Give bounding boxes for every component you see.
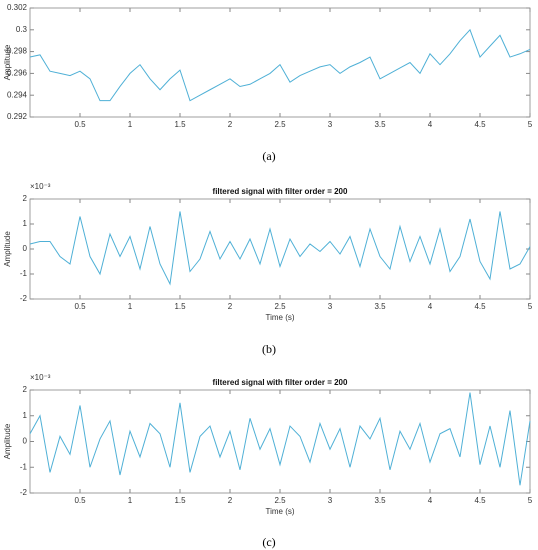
x-tick-label: 3 <box>328 496 333 505</box>
y-tick-label: 0.294 <box>7 90 28 99</box>
x-tick-label: 1 <box>128 496 133 505</box>
x-tick-label: 0.5 <box>74 120 86 129</box>
y-tick-label: 0.3 <box>16 25 28 34</box>
x-tick-label: 3 <box>328 302 333 311</box>
y-tick-label: 2 <box>23 385 28 394</box>
y-axis-label: Amplitude <box>3 231 12 267</box>
x-tick-label: 4.5 <box>474 302 486 311</box>
y-tick-label: 0.298 <box>7 47 28 56</box>
x-tick-label: 1.5 <box>174 302 186 311</box>
caption: (c) <box>262 535 275 549</box>
x-tick-label: 2.5 <box>274 496 286 505</box>
x-tick-label: 3 <box>328 120 333 129</box>
y-tick-label: 0 <box>23 437 28 446</box>
y-axis-label: Amplitude <box>3 44 12 80</box>
x-tick-label: 4 <box>428 120 433 129</box>
y-tick-label: -2 <box>20 294 28 303</box>
x-tick-label: 2 <box>228 302 233 311</box>
y-tick-label: -2 <box>20 488 28 497</box>
x-tick-label: 5 <box>528 302 533 311</box>
y-tick-label: 1 <box>23 219 28 228</box>
chart-title: filtered signal with filter order = 200 <box>213 187 348 196</box>
plot-area <box>29 7 531 118</box>
y-tick-label: -1 <box>20 462 28 471</box>
x-axis-label: Time (s) <box>265 507 294 516</box>
x-tick-label: 5 <box>528 496 533 505</box>
x-tick-label: 2.5 <box>274 120 286 129</box>
x-tick-label: 0.5 <box>74 496 86 505</box>
x-tick-label: 1 <box>128 120 133 129</box>
y-tick-label: -1 <box>20 269 28 278</box>
x-tick-label: 2.5 <box>274 302 286 311</box>
x-tick-label: 5 <box>528 120 533 129</box>
y-tick-label: 0.296 <box>7 69 28 78</box>
x-tick-label: 1.5 <box>174 120 186 129</box>
x-tick-label: 2 <box>228 120 233 129</box>
y-tick-label: 0.292 <box>7 112 28 121</box>
x-tick-label: 1.5 <box>174 496 186 505</box>
signal-line <box>29 28 531 102</box>
x-axis-label: Time (s) <box>265 313 294 322</box>
x-tick-label: 4 <box>428 302 433 311</box>
caption: (a) <box>262 149 275 163</box>
x-tick-label: 4 <box>428 496 433 505</box>
y-tick-label: 0.302 <box>7 3 28 12</box>
y-axis-label: Amplitude <box>3 423 12 459</box>
x-tick-label: 3.5 <box>374 120 386 129</box>
x-tick-label: 1 <box>128 302 133 311</box>
x-tick-label: 4.5 <box>474 496 486 505</box>
x-tick-label: 4.5 <box>474 120 486 129</box>
chart-title: filtered signal with filter order = 200 <box>213 378 348 387</box>
signal-line <box>29 211 531 286</box>
y-exponent: ×10⁻³ <box>30 182 51 191</box>
plot-area <box>29 198 531 300</box>
y-tick-label: 2 <box>23 194 28 203</box>
caption: (b) <box>262 342 276 356</box>
x-tick-label: 2 <box>228 496 233 505</box>
y-tick-label: 1 <box>23 411 28 420</box>
signal-line <box>29 392 531 486</box>
y-tick-label: 0 <box>23 244 28 253</box>
x-tick-label: 3.5 <box>374 302 386 311</box>
x-tick-label: 3.5 <box>374 496 386 505</box>
x-tick-label: 0.5 <box>74 302 86 311</box>
y-exponent: ×10⁻³ <box>30 373 51 382</box>
